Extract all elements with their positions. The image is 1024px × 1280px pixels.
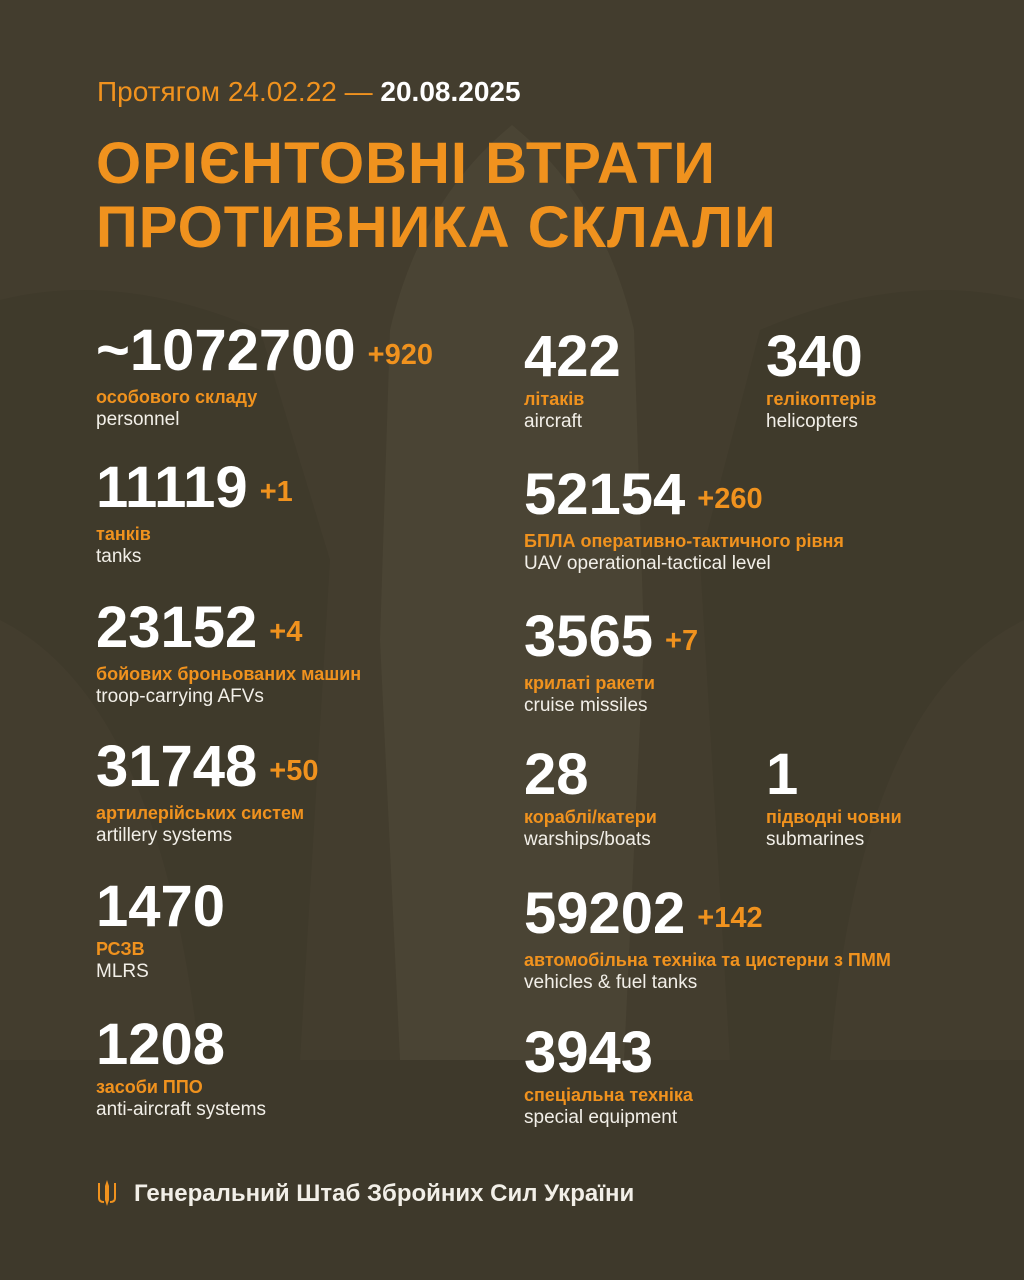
title-line-2: ПРОТИВНИКА СКЛАЛИ xyxy=(96,195,777,260)
stat-delta: +1 xyxy=(259,476,293,508)
stat-value: 31748 xyxy=(96,734,258,799)
stat-label-ua: спеціальна техніка xyxy=(524,1085,693,1105)
stat-label-en: special equipment xyxy=(524,1107,678,1128)
stat-label-ua: автомобільна техніка та цистерни з ПММ xyxy=(524,950,891,970)
stat-label-ua: артилерійських систем xyxy=(96,803,305,823)
stat-label-en: artillery systems xyxy=(96,825,233,846)
stat-label-ua: БПЛА оперативно-тактичного рівня xyxy=(524,531,844,551)
stat-mlrs: 1470 РСЗВ MLRS xyxy=(96,878,225,983)
stat-label-ua: гелікоптерів xyxy=(766,389,877,409)
stat-value: 28 xyxy=(524,742,589,807)
stat-afv: 23152 +4 бойових броньованих машин troop-… xyxy=(96,599,361,708)
stat-delta: +142 xyxy=(697,902,763,934)
stat-label-ua: підводні човни xyxy=(766,807,902,827)
stat-vehicles: 59202 +142 автомобільна техніка та цистер… xyxy=(524,885,891,994)
stat-personnel: ~1072700 +920 особового складу personnel xyxy=(96,322,433,431)
stat-label-en: helicopters xyxy=(766,411,858,432)
stat-value: 3565 xyxy=(524,604,654,669)
stat-tanks: 11119 +1 танків tanks xyxy=(96,459,293,568)
footer-text: Генеральний Штаб Збройних Сил України xyxy=(134,1180,635,1207)
stat-delta: +7 xyxy=(665,625,699,657)
stat-label-en: UAV operational-tactical level xyxy=(524,553,771,574)
stat-label-ua: літаків xyxy=(524,389,585,409)
stat-special-equipment: 3943 спеціальна техніка special equipmen… xyxy=(524,1024,693,1129)
period-end: 20.08.2025 xyxy=(380,76,521,107)
stat-label-ua: особового складу xyxy=(96,387,258,407)
stat-helicopters: 340 гелікоптерів helicopters xyxy=(766,328,876,433)
stat-label-en: vehicles & fuel tanks xyxy=(524,972,698,993)
stat-submarines: 1 підводні човни submarines xyxy=(766,746,902,851)
footer: Генеральний Штаб Збройних Сил України xyxy=(96,1180,634,1208)
stat-delta: +4 xyxy=(269,616,303,648)
period: Протягом 24.02.22 — 20.08.2025 xyxy=(97,76,521,108)
stat-value: 23152 xyxy=(96,595,258,660)
stat-cruise-missiles: 3565 +7 крилаті ракети cruise missiles xyxy=(524,608,698,717)
stat-label-en: aircraft xyxy=(524,411,583,432)
stat-label-en: personnel xyxy=(96,409,180,430)
stat-value: 11119 xyxy=(96,455,248,520)
stat-value: 1208 xyxy=(96,1012,226,1077)
stat-aircraft: 422 літаків aircraft xyxy=(524,328,621,433)
stat-label-ua: кораблі/катери xyxy=(524,807,657,827)
stat-value: 1470 xyxy=(96,874,226,939)
stat-value: 59202 xyxy=(524,881,686,946)
period-start: Протягом 24.02.22 — xyxy=(97,76,373,107)
stat-value: 422 xyxy=(524,324,621,389)
stat-delta: +50 xyxy=(269,755,319,787)
stat-value: ~1072700 xyxy=(96,318,356,383)
title-line-1: ОРІЄНТОВНІ ВТРАТИ xyxy=(96,131,716,196)
trident-icon xyxy=(98,1180,116,1206)
stat-delta: +920 xyxy=(367,339,433,371)
stat-label-en: submarines xyxy=(766,829,865,850)
stat-label-ua: засоби ППО xyxy=(96,1077,203,1097)
stat-label-en: anti-aircraft systems xyxy=(96,1099,266,1120)
stat-label-ua: бойових броньованих машин xyxy=(96,664,362,684)
stat-anti-aircraft: 1208 засоби ППО anti-aircraft systems xyxy=(96,1016,266,1121)
stat-label-en: MLRS xyxy=(96,961,149,982)
stat-label-en: tanks xyxy=(96,546,142,567)
stat-delta: +260 xyxy=(697,483,763,515)
stat-label-en: cruise missiles xyxy=(524,695,648,716)
stat-label-en: warships/boats xyxy=(524,829,651,850)
stat-label-en: troop-carrying AFVs xyxy=(96,686,264,707)
stat-value: 340 xyxy=(766,324,863,389)
stat-uav: 52154 +260 БПЛА оперативно-тактичного рів… xyxy=(524,466,844,575)
page-title: ОРІЄНТОВНІ ВТРАТИ ПРОТИВНИКА СКЛАЛИ xyxy=(96,132,777,260)
stat-label-ua: РСЗВ xyxy=(96,939,145,959)
stat-label-ua: крилаті ракети xyxy=(524,673,656,693)
stat-warships: 28 кораблі/катери warships/boats xyxy=(524,746,657,851)
stat-artillery: 31748 +50 артилерійських систем artillery… xyxy=(96,738,319,847)
stat-value: 52154 xyxy=(524,462,686,527)
stat-value: 3943 xyxy=(524,1020,654,1085)
stat-value: 1 xyxy=(766,742,799,807)
stat-label-ua: танків xyxy=(96,524,151,544)
